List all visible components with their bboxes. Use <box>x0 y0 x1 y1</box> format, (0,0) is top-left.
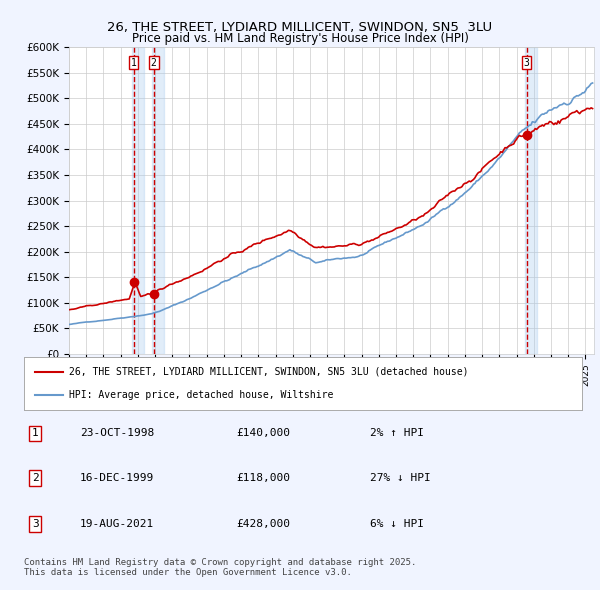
Text: 1: 1 <box>131 58 136 67</box>
Text: £118,000: £118,000 <box>236 473 290 483</box>
Text: 26, THE STREET, LYDIARD MILLICENT, SWINDON, SN5  3LU: 26, THE STREET, LYDIARD MILLICENT, SWIND… <box>107 21 493 34</box>
Bar <box>132 47 143 354</box>
Text: 3: 3 <box>524 58 530 67</box>
Text: HPI: Average price, detached house, Wiltshire: HPI: Average price, detached house, Wilt… <box>68 390 333 400</box>
Text: 19-AUG-2021: 19-AUG-2021 <box>80 519 154 529</box>
Bar <box>525 47 536 354</box>
Text: 2: 2 <box>32 473 38 483</box>
Text: 26, THE STREET, LYDIARD MILLICENT, SWINDON, SN5 3LU (detached house): 26, THE STREET, LYDIARD MILLICENT, SWIND… <box>68 367 468 377</box>
Text: Price paid vs. HM Land Registry's House Price Index (HPI): Price paid vs. HM Land Registry's House … <box>131 32 469 45</box>
Text: Contains HM Land Registry data © Crown copyright and database right 2025.
This d: Contains HM Land Registry data © Crown c… <box>24 558 416 577</box>
Text: 1: 1 <box>32 428 38 438</box>
Text: 27% ↓ HPI: 27% ↓ HPI <box>370 473 431 483</box>
Text: £140,000: £140,000 <box>236 428 290 438</box>
Text: 3: 3 <box>32 519 38 529</box>
Text: 16-DEC-1999: 16-DEC-1999 <box>80 473 154 483</box>
Text: 2: 2 <box>151 58 157 67</box>
Text: 6% ↓ HPI: 6% ↓ HPI <box>370 519 424 529</box>
Text: 2% ↑ HPI: 2% ↑ HPI <box>370 428 424 438</box>
Text: £428,000: £428,000 <box>236 519 290 529</box>
Text: 23-OCT-1998: 23-OCT-1998 <box>80 428 154 438</box>
Bar <box>152 47 164 354</box>
